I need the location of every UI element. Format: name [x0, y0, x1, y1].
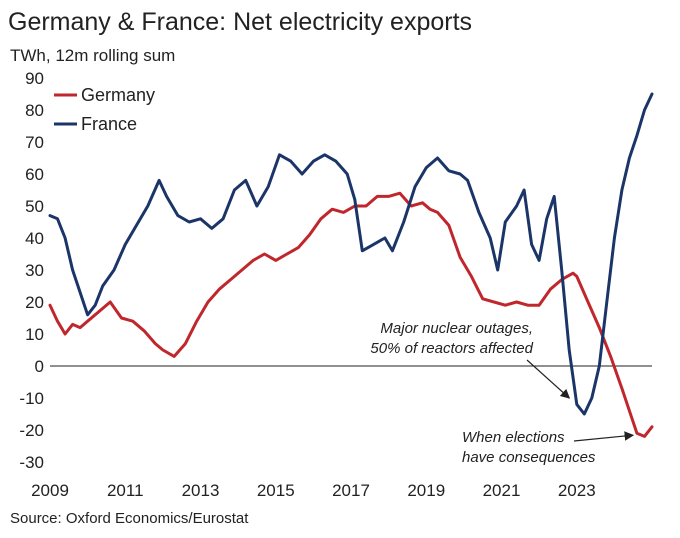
- annotation-elections-arrow: [573, 431, 635, 442]
- annotation-outages-arrow: [526, 359, 571, 399]
- series-line-france: [48, 92, 654, 416]
- y-tick-label: 90: [25, 69, 44, 88]
- chart-title: Germany & France: Net electricity export…: [8, 8, 473, 36]
- legend-label-germany: Germany: [81, 85, 155, 105]
- x-axis: 2009 2011 2013 2015 2017 2019 2021 2023: [31, 481, 596, 500]
- y-tick-label: 70: [25, 133, 44, 152]
- y-tick-label: 20: [25, 293, 44, 312]
- y-tick-label: -10: [19, 389, 44, 408]
- y-tick-label: 60: [25, 165, 44, 184]
- x-tick-label: 2015: [257, 481, 295, 500]
- annotation-elections-text: have consequences: [462, 449, 596, 466]
- x-tick-label: 2019: [407, 481, 445, 500]
- x-tick-label: 2017: [332, 481, 370, 500]
- x-tick-label: 2013: [182, 481, 220, 500]
- chart-source: Source: Oxford Economics/Eurostat: [10, 510, 249, 527]
- annotation-outages-text: 50% of reactors affected: [370, 340, 533, 357]
- y-axis: 90 80 70 60 50 40 30 20 10 0 -10 -20 -30: [19, 69, 44, 472]
- y-tick-label: 0: [35, 357, 44, 376]
- y-tick-label: -30: [19, 453, 44, 472]
- legend: Germany France: [54, 85, 155, 134]
- y-tick-label: -20: [19, 421, 44, 440]
- y-tick-label: 40: [25, 229, 44, 248]
- x-tick-label: 2023: [558, 481, 596, 500]
- x-tick-label: 2011: [107, 481, 144, 500]
- annotations: Major nuclear outages, 50% of reactors af…: [370, 320, 635, 466]
- y-tick-label: 80: [25, 101, 44, 120]
- series-lines: [48, 92, 654, 438]
- legend-label-france: France: [81, 114, 137, 134]
- chart-subtitle: TWh, 12m rolling sum: [10, 46, 176, 65]
- x-tick-label: 2021: [483, 481, 521, 500]
- x-tick-label: 2009: [31, 481, 69, 500]
- annotation-outages-text: Major nuclear outages,: [380, 320, 533, 337]
- y-tick-label: 10: [25, 325, 44, 344]
- y-tick-label: 30: [25, 261, 44, 280]
- y-tick-label: 50: [25, 197, 44, 216]
- series-line-germany: [48, 191, 654, 438]
- annotation-elections-text: When elections: [462, 429, 565, 446]
